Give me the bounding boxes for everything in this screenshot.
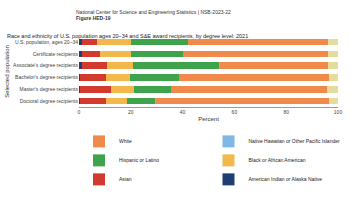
svg-text:Black or African American: Black or African American: [249, 157, 306, 163]
svg-text:Figure HED-19: Figure HED-19: [76, 15, 111, 21]
svg-text:20: 20: [128, 109, 134, 115]
svg-text:Race and ethnicity of U.S. pop: Race and ethnicity of U.S. population ag…: [7, 33, 248, 39]
svg-text:Native Hawaiian or Other Pacif: Native Hawaiian or Other Pacific Islande…: [249, 138, 340, 144]
svg-text:Associate's degree recipients: Associate's degree recipients: [13, 62, 78, 68]
svg-text:Asian: Asian: [119, 176, 132, 182]
svg-text:100: 100: [334, 109, 343, 115]
svg-text:Percent: Percent: [198, 116, 219, 122]
svg-text:Certificate recipients: Certificate recipients: [33, 51, 79, 57]
svg-text:U.S. population, ages 20–34: U.S. population, ages 20–34: [15, 39, 78, 45]
svg-text:80: 80: [283, 109, 289, 115]
svg-text:White: White: [119, 138, 132, 144]
svg-text:Doctoral degree recipients: Doctoral degree recipients: [20, 98, 79, 104]
svg-text:American Indian or Alaska Nati: American Indian or Alaska Native: [249, 176, 323, 182]
svg-text:0: 0: [78, 109, 81, 115]
svg-text:National Center for Science an: National Center for Science and Engineer…: [76, 9, 231, 15]
svg-text:40: 40: [180, 109, 186, 115]
svg-text:Hispanic or Latino: Hispanic or Latino: [119, 157, 159, 163]
svg-text:Master's degree recipients: Master's degree recipients: [20, 86, 79, 92]
svg-text:Selected population: Selected population: [4, 45, 10, 98]
svg-text:Bachelor's degree recipients: Bachelor's degree recipients: [15, 74, 78, 80]
svg-text:60: 60: [232, 109, 238, 115]
